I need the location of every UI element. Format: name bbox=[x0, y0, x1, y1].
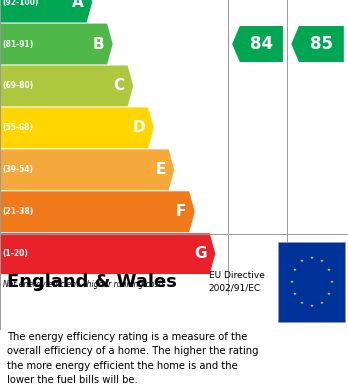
Text: (39-54): (39-54) bbox=[3, 165, 34, 174]
Text: 84: 84 bbox=[250, 35, 273, 53]
Polygon shape bbox=[0, 233, 215, 274]
Text: (55-68): (55-68) bbox=[3, 123, 34, 133]
Text: ★: ★ bbox=[327, 268, 331, 272]
Polygon shape bbox=[232, 26, 283, 62]
Polygon shape bbox=[0, 149, 174, 190]
Polygon shape bbox=[0, 191, 195, 232]
Text: 85: 85 bbox=[310, 35, 333, 53]
Text: ★: ★ bbox=[309, 256, 314, 260]
Text: EU Directive
2002/91/EC: EU Directive 2002/91/EC bbox=[209, 271, 265, 293]
Text: ★: ★ bbox=[327, 292, 331, 296]
Text: B: B bbox=[93, 36, 104, 52]
Text: ★: ★ bbox=[300, 259, 303, 263]
Text: Not energy efficient - higher running costs: Not energy efficient - higher running co… bbox=[3, 280, 166, 289]
Bar bbox=[278, 242, 345, 322]
Text: (21-38): (21-38) bbox=[3, 207, 34, 216]
Text: (69-80): (69-80) bbox=[3, 81, 34, 90]
Text: G: G bbox=[195, 246, 207, 261]
Polygon shape bbox=[0, 23, 113, 65]
Text: (92-100): (92-100) bbox=[3, 0, 39, 7]
Text: (1-20): (1-20) bbox=[3, 249, 29, 258]
Text: A: A bbox=[72, 0, 84, 9]
Text: D: D bbox=[133, 120, 145, 135]
Polygon shape bbox=[0, 0, 92, 23]
Text: ★: ★ bbox=[290, 280, 294, 284]
Text: (81-91): (81-91) bbox=[3, 39, 34, 48]
Text: ★: ★ bbox=[329, 280, 333, 284]
Text: ★: ★ bbox=[319, 259, 323, 263]
Text: England & Wales: England & Wales bbox=[7, 273, 177, 291]
Text: The energy efficiency rating is a measure of the
overall efficiency of a home. T: The energy efficiency rating is a measur… bbox=[7, 332, 259, 385]
Polygon shape bbox=[0, 66, 133, 106]
Text: E: E bbox=[156, 162, 166, 177]
Text: C: C bbox=[114, 79, 125, 93]
Text: ★: ★ bbox=[319, 301, 323, 305]
Polygon shape bbox=[291, 26, 344, 62]
Text: ★: ★ bbox=[300, 301, 303, 305]
Text: ★: ★ bbox=[309, 304, 314, 308]
Text: ★: ★ bbox=[292, 292, 296, 296]
Text: F: F bbox=[176, 204, 187, 219]
Text: ★: ★ bbox=[292, 268, 296, 272]
Polygon shape bbox=[0, 108, 154, 148]
